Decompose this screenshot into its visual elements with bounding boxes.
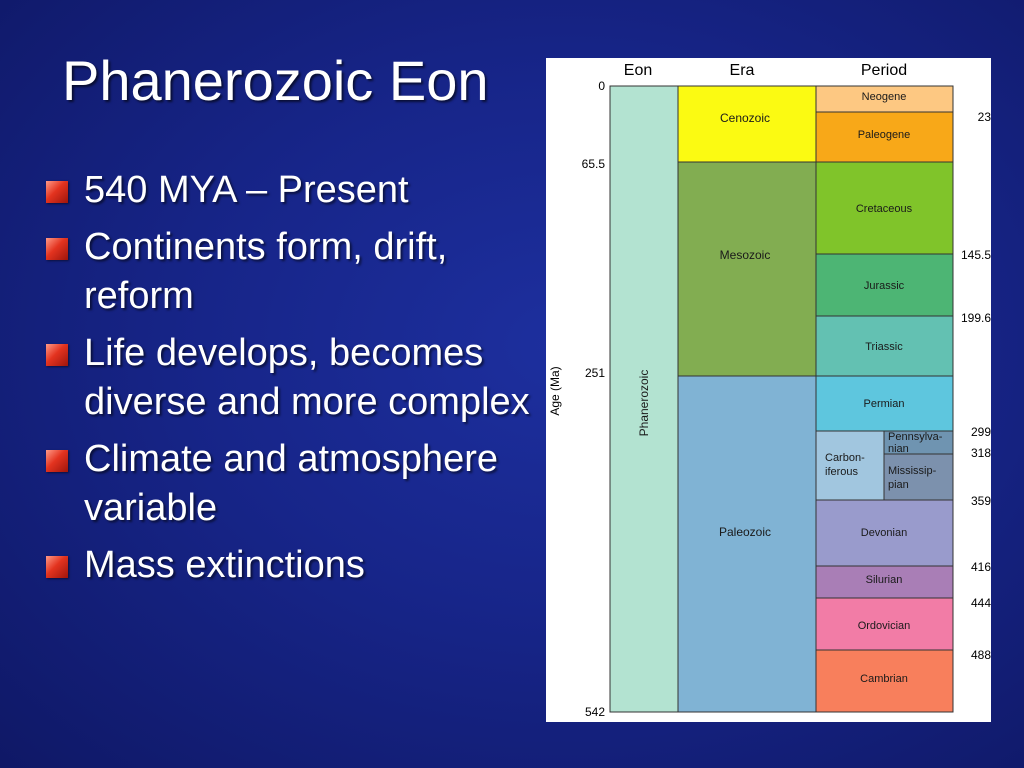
period-ordovician-block (815, 597, 954, 651)
period-mississippian-block (883, 453, 954, 501)
period-cambrian-block (815, 649, 954, 713)
era-cenozoic-label: Cenozoic (720, 111, 770, 125)
age-label-542: 542 (585, 705, 605, 719)
period-pennsylvanian-label-line2: nian (888, 443, 909, 455)
period-neogene-label: Neogene (862, 91, 907, 103)
eon-phanerozoic-block (609, 85, 679, 713)
age-label-251: 251 (585, 366, 605, 380)
bullet-item: 540 MYA – Present (44, 166, 544, 215)
timescale-svg: Eon Era Period Age (Ma) 0 65.5 251 542 P… (548, 62, 991, 719)
eon-column-header: Eon (624, 62, 652, 79)
period-pennsylvanian-label-line1: Pennsylva- (888, 431, 943, 443)
bullet-text: Mass extinctions (84, 544, 365, 586)
bullet-text: 540 MYA – Present (84, 169, 409, 211)
bullet-item: Climate and atmosphere variable (44, 435, 544, 533)
era-mesozoic-label: Mesozoic (720, 248, 771, 262)
period-column-header: Period (861, 62, 907, 79)
age-axis-label: Age (Ma) (548, 366, 562, 415)
age-label-416: 416 (971, 560, 991, 574)
square-bullet-icon (46, 450, 68, 472)
period-silurian-label: Silurian (866, 574, 903, 586)
age-label-199-6: 199.6 (961, 311, 991, 325)
period-cambrian-label: Cambrian (860, 673, 908, 685)
period-cretaceous-block (815, 161, 954, 255)
age-label-145-5: 145.5 (961, 248, 991, 262)
period-permian-block (815, 375, 954, 432)
age-label-359: 359 (971, 494, 991, 508)
era-mesozoic-block (677, 161, 817, 377)
age-label-0: 0 (598, 79, 605, 93)
period-mississippian-label-line1: Mississip- (888, 465, 937, 477)
bullet-text: Life develops, becomes diverse and more … (84, 332, 530, 423)
bullet-item: Mass extinctions (44, 541, 544, 590)
square-bullet-icon (46, 238, 68, 260)
era-column-header: Era (730, 62, 755, 79)
bullet-item: Continents form, drift, reform (44, 223, 544, 321)
period-jurassic-block (815, 253, 954, 317)
eon-phanerozoic-label: Phanerozoic (637, 370, 651, 437)
era-cenozoic-block (677, 85, 817, 163)
era-paleozoic-label: Paleozoic (719, 525, 771, 539)
age-label-23: 23 (978, 110, 991, 124)
bullet-item: Life develops, becomes diverse and more … (44, 329, 544, 427)
age-label-318: 318 (971, 446, 991, 460)
period-permian-label: Permian (864, 398, 905, 410)
period-devonian-label: Devonian (861, 527, 907, 539)
slide-title: Phanerozoic Eon (62, 49, 489, 112)
period-devonian-block (815, 499, 954, 567)
square-bullet-icon (46, 181, 68, 203)
age-label-65-5: 65.5 (582, 157, 606, 171)
bullet-text: Climate and atmosphere variable (84, 438, 498, 529)
period-carboniferous-label-line2: iferous (825, 466, 859, 478)
period-jurassic-label: Jurassic (864, 280, 905, 292)
period-paleogene-label: Paleogene (858, 129, 911, 141)
age-label-488: 488 (971, 648, 991, 662)
period-mississippian-label-line2: pian (888, 479, 909, 491)
square-bullet-icon (46, 344, 68, 366)
era-paleozoic-block (677, 375, 817, 713)
square-bullet-icon (46, 556, 68, 578)
period-carboniferous-label-line1: Carbon- (825, 452, 865, 464)
period-cretaceous-label: Cretaceous (856, 203, 913, 215)
age-label-299: 299 (971, 425, 991, 439)
bullet-text: Continents form, drift, reform (84, 226, 448, 317)
period-ordovician-label: Ordovician (858, 620, 911, 632)
age-label-444: 444 (971, 596, 991, 610)
geologic-timescale-diagram: Eon Era Period Age (Ma) 0 65.5 251 542 P… (546, 58, 991, 722)
period-triassic-label: Triassic (865, 341, 903, 353)
period-paleogene-block (815, 111, 954, 163)
bullet-list: 540 MYA – Present Continents form, drift… (44, 166, 544, 598)
